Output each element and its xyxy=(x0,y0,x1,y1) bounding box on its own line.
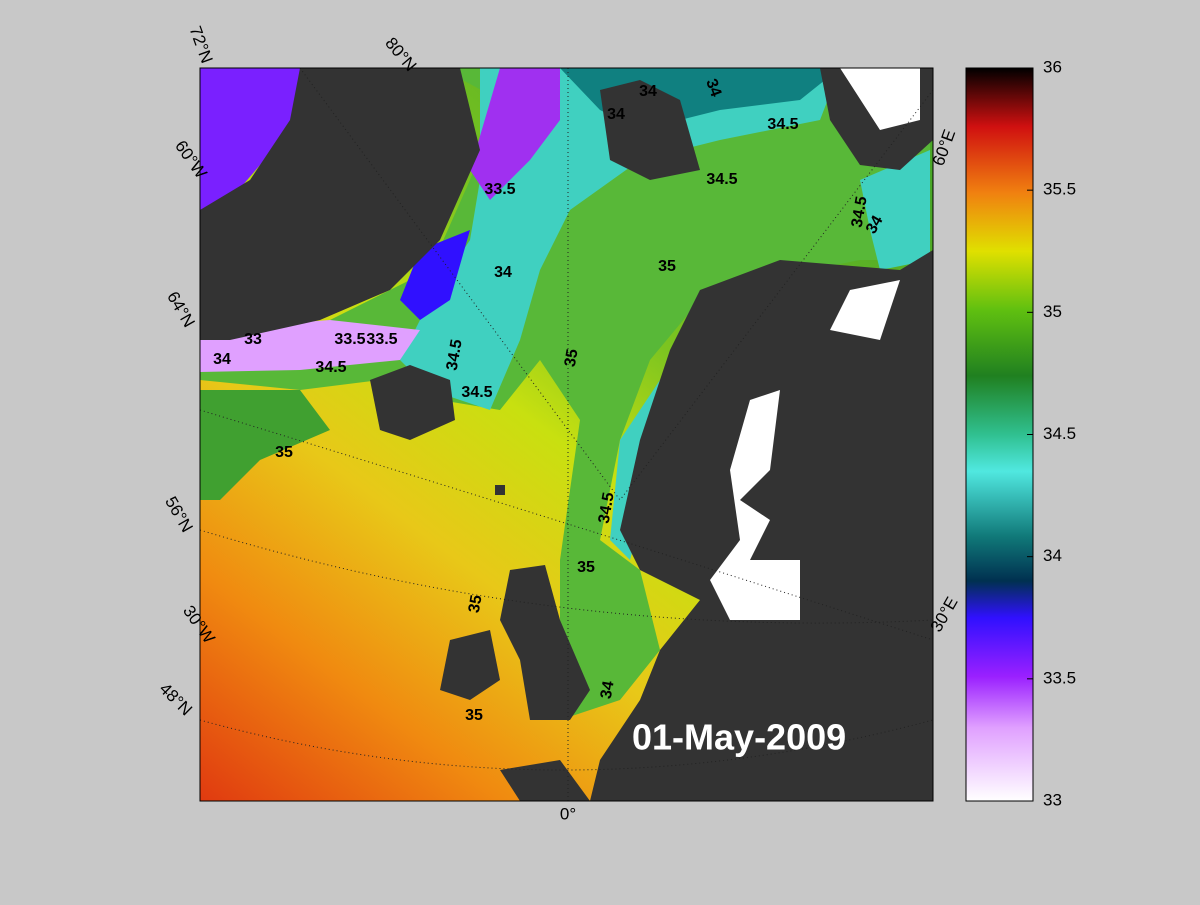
graticule-label: 56°N xyxy=(161,493,196,535)
contour-label: 35 xyxy=(658,258,676,275)
contour-label: 35 xyxy=(562,348,582,369)
contour-label: 33.5 xyxy=(334,331,365,348)
contour-label: 34 xyxy=(863,213,887,237)
contour-label: 35 xyxy=(275,444,293,461)
graticule-label: 72°N xyxy=(186,24,217,66)
colorbar xyxy=(965,67,1034,802)
contour-label: 34 xyxy=(213,351,231,368)
colorbar-tick-label: 36 xyxy=(1043,57,1062,76)
contour-label: 34 xyxy=(639,83,657,100)
contour-label: 34.5 xyxy=(444,338,466,372)
contour-label: 33 xyxy=(244,331,262,348)
graticule-label: 48°N xyxy=(156,679,196,719)
contour-label: 34.5 xyxy=(315,359,346,376)
contour-label: 33.5 xyxy=(484,181,515,198)
contour-label: 34.5 xyxy=(767,116,798,133)
contour-label: 34 xyxy=(702,77,724,100)
contour-label: 34 xyxy=(494,264,512,281)
map-frame xyxy=(199,67,934,802)
colorbar-tick-label: 34.5 xyxy=(1043,424,1076,443)
contour-label: 34.5 xyxy=(461,384,492,401)
colorbar-tick-label: 35 xyxy=(1043,302,1062,321)
contour-label: 34 xyxy=(607,106,625,123)
contour-label: 33.5 xyxy=(366,331,397,348)
map xyxy=(200,68,933,801)
colorbar-tick-label: 34 xyxy=(1043,546,1062,565)
contour-label: 34 xyxy=(598,680,618,701)
contour-label: 35 xyxy=(577,559,595,576)
contour-label: 35 xyxy=(465,707,483,724)
colorbar-tick-label: 33 xyxy=(1043,790,1062,809)
contour-label: 34.5 xyxy=(849,195,871,229)
contour-label: 34.5 xyxy=(706,171,737,188)
graticule-label: 0° xyxy=(560,804,576,823)
date-label: 01-May-2009 xyxy=(632,717,846,758)
contour-label: 35 xyxy=(466,594,486,615)
colorbar-tick-label: 33.5 xyxy=(1043,668,1076,687)
colorbar-tick-label: 35.5 xyxy=(1043,180,1076,199)
graticule-label: 64°N xyxy=(163,288,198,330)
contour-label: 34.5 xyxy=(596,491,618,525)
